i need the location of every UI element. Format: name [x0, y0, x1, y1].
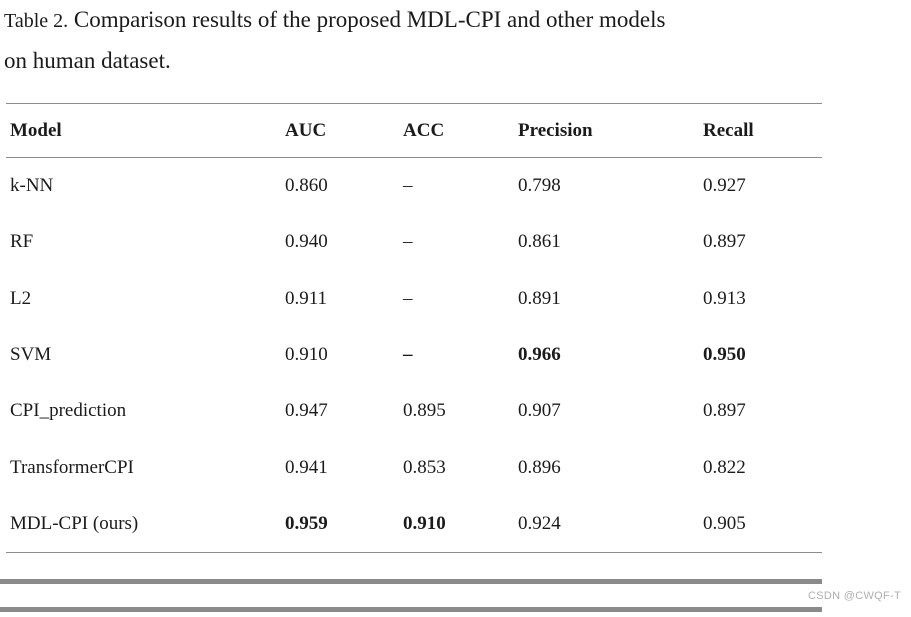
metric-value-cell: 0.853 [403, 456, 446, 478]
table-row: k-NN 0.860 – 0.798 0.927 [6, 158, 822, 214]
table-row: CPI_prediction 0.947 0.895 0.907 0.897 [6, 383, 822, 439]
model-name-cell: RF [10, 231, 34, 253]
metric-value-cell: 0.860 [285, 175, 328, 197]
header-cell-model: Model [10, 119, 62, 141]
metric-value-cell: – [403, 231, 413, 253]
metric-value-cell: 0.822 [703, 456, 746, 478]
metric-value-cell: 0.798 [518, 175, 561, 197]
metric-value-cell: – [403, 344, 413, 366]
table-row: L2 0.911 – 0.891 0.913 [6, 271, 822, 327]
thick-divider-bottom [0, 607, 822, 612]
model-name-cell: k-NN [10, 175, 54, 197]
model-name-cell: CPI_prediction [10, 400, 127, 422]
metric-value-cell: 0.913 [703, 287, 746, 309]
watermark-text: CSDN @CWQF-T [808, 590, 901, 602]
metric-value-cell: 0.896 [518, 456, 561, 478]
metric-value-cell: 0.940 [285, 231, 328, 253]
model-name-cell: SVM [10, 344, 52, 366]
results-table-body: k-NN 0.860 – 0.798 0.927 RF 0.940 – 0.861 0.897 L2… [6, 158, 822, 552]
model-name-cell: TransformerCPI [10, 456, 134, 478]
thick-divider-top [0, 579, 822, 584]
metric-value-cell: 0.861 [518, 231, 561, 253]
metric-value-cell: 0.891 [518, 287, 561, 309]
table-row: TransformerCPI 0.941 0.853 0.896 0.822 [6, 439, 822, 495]
metric-value-cell: 0.947 [285, 400, 328, 422]
table-row: SVM 0.910 – 0.966 0.950 [6, 327, 822, 383]
metric-value-cell: 0.959 [285, 512, 328, 534]
metric-value-cell: 0.897 [703, 400, 746, 422]
header-cell-acc: ACC [403, 119, 445, 141]
metric-value-cell: 0.924 [518, 512, 561, 534]
table-row: MDL-CPI (ours) 0.959 0.910 0.924 0.905 [6, 496, 822, 552]
metric-value-cell: 0.910 [285, 344, 328, 366]
table-number-label: Table 2. [4, 10, 69, 32]
table-caption: Table 2. Comparison results of the propo… [4, 0, 864, 81]
metric-value-cell: – [403, 287, 413, 309]
metric-value-cell: 0.941 [285, 456, 328, 478]
model-name-cell: MDL-CPI (ours) [10, 512, 139, 534]
table-row: RF 0.940 – 0.861 0.897 [6, 214, 822, 270]
metric-value-cell: 0.905 [703, 512, 746, 534]
metric-value-cell: 0.927 [703, 175, 746, 197]
header-cell-auc: AUC [285, 119, 327, 141]
header-cell-precision: Precision [518, 119, 593, 141]
metric-value-cell: 0.895 [403, 400, 446, 422]
metric-value-cell: 0.950 [703, 344, 746, 366]
caption-text-line2: on human dataset. [4, 48, 171, 73]
metric-value-cell: – [403, 175, 413, 197]
header-cell-recall: Recall [703, 119, 754, 141]
caption-text-line1: Comparison results of the proposed MDL-C… [73, 7, 666, 32]
table-header-row: Model AUC ACC Precision Recall [6, 104, 822, 158]
results-table: Model AUC ACC Precision Recall k-NN 0.860 – 0.7… [6, 103, 822, 554]
metric-value-cell: 0.911 [285, 287, 328, 309]
metric-value-cell: 0.897 [703, 231, 746, 253]
model-name-cell: L2 [10, 287, 32, 309]
metric-value-cell: 0.907 [518, 400, 561, 422]
metric-value-cell: 0.966 [518, 344, 561, 366]
metric-value-cell: 0.910 [403, 512, 446, 534]
